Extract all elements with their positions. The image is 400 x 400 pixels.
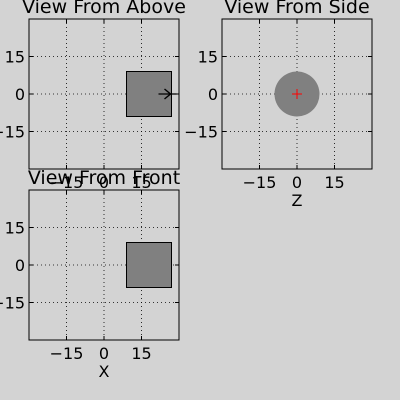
plot-area [274, 71, 320, 117]
x-tick-label: −15 [50, 173, 84, 192]
x-tick-label: 0 [292, 173, 302, 192]
y-tick-label: 0 [15, 85, 25, 104]
y-tick-label: 0 [208, 85, 218, 104]
chart-title: View From Above [22, 0, 186, 18]
y-tick-label: 0 [15, 256, 25, 275]
x-tick-label: −15 [50, 344, 84, 363]
x-tick-label: 15 [131, 173, 151, 192]
x-tick-label: −15 [243, 173, 277, 192]
y-tick-label: −15 [0, 294, 25, 313]
heading-arrow [158, 88, 177, 100]
axes-3: −15 0 15 −15 0 15 X View From Front [0, 167, 180, 381]
x-axis-label: Z [292, 191, 303, 210]
x-tick-label: 15 [131, 344, 151, 363]
y-tick-label: 15 [5, 48, 25, 67]
axes-2: −15 0 15 −15 0 15 Z View From Side [184, 0, 373, 210]
body-rect [126, 242, 172, 288]
x-tick-label: 0 [99, 173, 109, 192]
x-axis-label: X [99, 362, 110, 381]
plot-area [126, 242, 172, 288]
x-tick-label: 0 [99, 344, 109, 363]
y-tick-label: 15 [5, 219, 25, 238]
chart-title: View From Side [224, 0, 369, 18]
x-tick-label: 15 [324, 173, 344, 192]
center-marker [292, 89, 302, 99]
y-tick-label: −15 [184, 123, 218, 142]
chart-title: View From Front [28, 167, 180, 189]
y-tick-label: 15 [198, 48, 218, 67]
y-tick-label: −15 [0, 123, 25, 142]
